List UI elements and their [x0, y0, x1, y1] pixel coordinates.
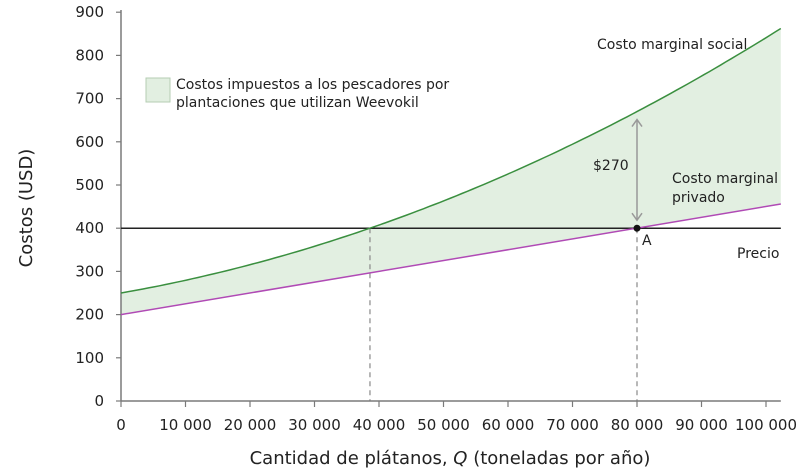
- legend-line-1: Costos impuestos a los pescadores por: [176, 77, 449, 93]
- shaded-area: [121, 28, 781, 315]
- y-tick-label: 500: [75, 176, 104, 194]
- y-tick-label: 200: [75, 306, 104, 324]
- label-point-a: A: [642, 233, 652, 249]
- legend: Costos impuestos a los pescadores por pl…: [145, 77, 449, 111]
- x-axis-title: Cantidad de plátanos, Q (toneladas por a…: [250, 448, 651, 469]
- label-social-mc: Costo marginal social: [597, 37, 747, 53]
- private-mc-line: [120, 203, 781, 316]
- x-axis-title-part2: (toneladas por año): [467, 448, 650, 469]
- y-tick-label: 800: [75, 46, 104, 64]
- x-tick-label: 80 000: [611, 416, 664, 434]
- axes: 0 100 200 300 400 500 600 700 800 900 0 10 000 20 00…: [75, 3, 797, 434]
- y-tick-label: 100: [75, 349, 104, 367]
- arrow-head-up-icon: [631, 118, 643, 127]
- series-lines: [120, 27, 782, 316]
- y-axis-title: Costos (USD): [16, 149, 37, 268]
- x-tick-label: 50 000: [417, 416, 470, 434]
- y-tick-label: 400: [75, 219, 104, 237]
- x-axis-title-part1: Cantidad de plátanos,: [250, 448, 454, 469]
- label-private-mc-line2: privado: [672, 190, 725, 206]
- x-axis-title-variable: Q: [453, 448, 467, 469]
- shaded-external-cost-area: [121, 28, 781, 315]
- y-tick-label: 300: [75, 262, 104, 280]
- x-tick-label: 60 000: [482, 416, 535, 434]
- x-tick-label: 100 000: [735, 416, 797, 434]
- y-tick-label: 600: [75, 133, 104, 151]
- x-tick-label: 30 000: [288, 416, 341, 434]
- label-private-mc-line1: Costo marginal: [672, 171, 778, 187]
- point-a: [633, 224, 641, 232]
- x-tick-label: 40 000: [353, 416, 406, 434]
- label-price: Precio: [737, 246, 779, 262]
- y-tick-label: 0: [94, 392, 104, 410]
- legend-line-2: plantaciones que utilizan Weevokil: [176, 95, 419, 111]
- y-tick-label: 900: [75, 3, 104, 21]
- points: [633, 224, 641, 232]
- dashed-guides: [369, 228, 638, 401]
- x-tick-label: 0: [116, 416, 126, 434]
- label-difference: $270: [593, 158, 629, 174]
- x-tick-label: 90 000: [675, 416, 728, 434]
- x-tick-label: 70 000: [546, 416, 599, 434]
- social-mc-line: [120, 27, 782, 294]
- x-tick-label: 10 000: [159, 416, 212, 434]
- y-tick-label: 700: [75, 90, 104, 108]
- arrow-head-down-icon: [631, 212, 643, 222]
- legend-swatch: [145, 77, 171, 103]
- difference-arrow: [631, 118, 643, 222]
- x-tick-label: 20 000: [224, 416, 277, 434]
